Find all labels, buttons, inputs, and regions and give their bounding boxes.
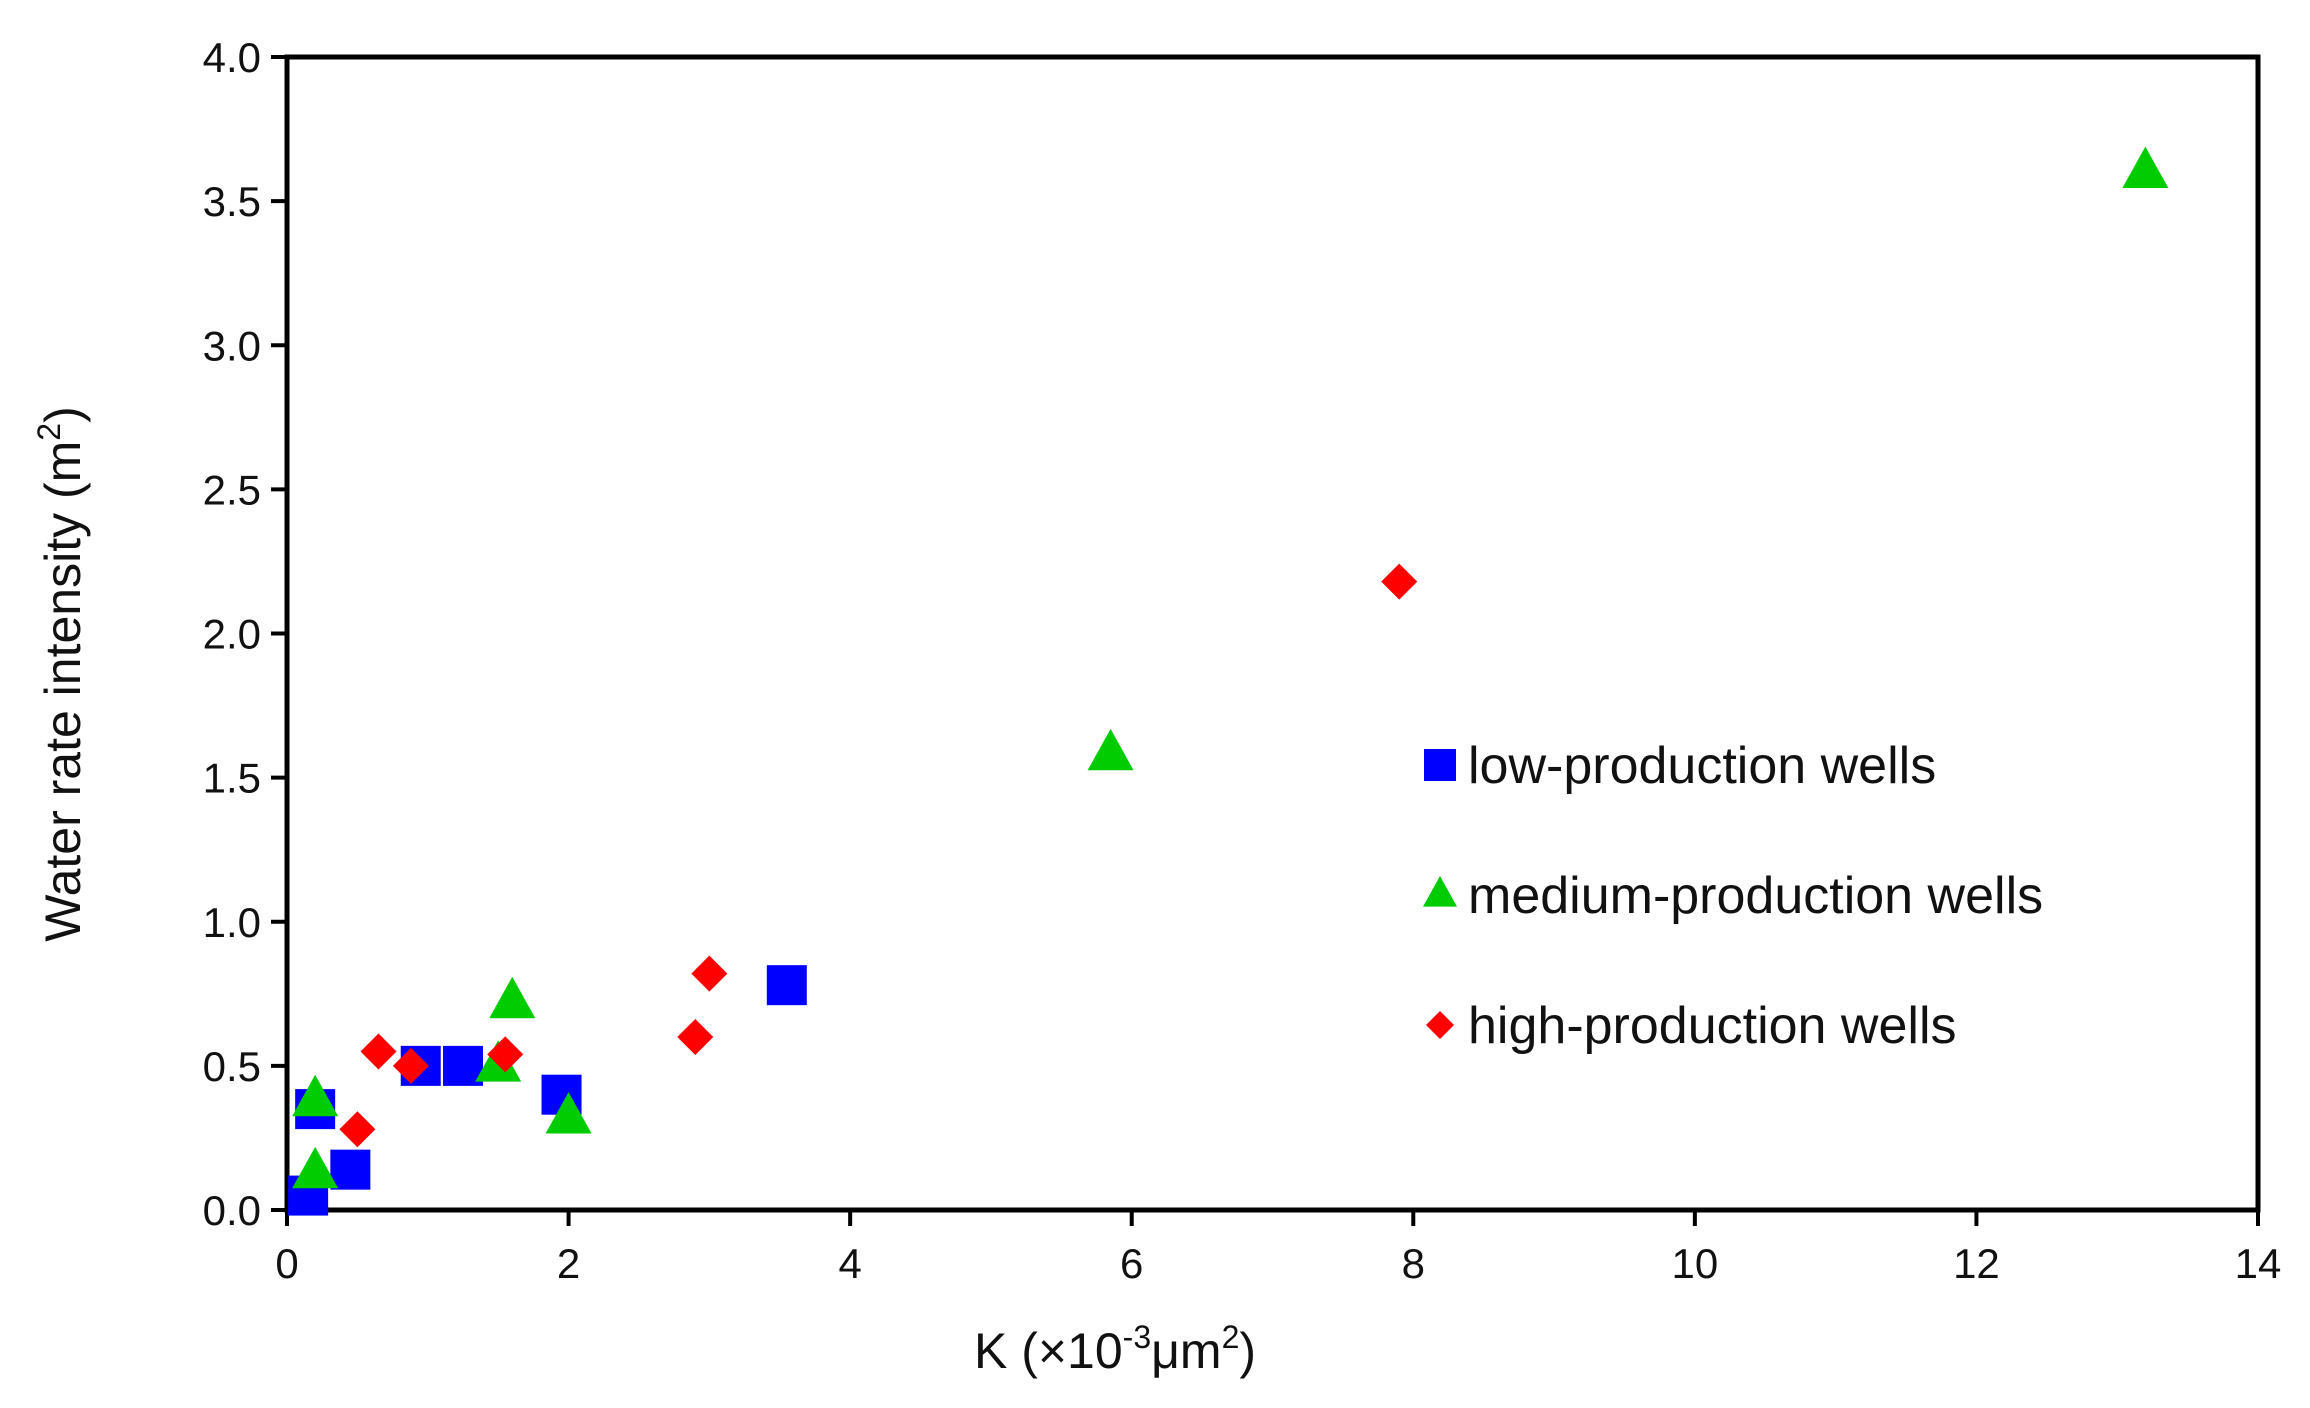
y-tick-label: 0.0	[203, 1187, 261, 1234]
y-tick-label: 1.5	[203, 755, 261, 802]
diamond-point	[691, 955, 728, 992]
diamond-point	[360, 1033, 397, 1070]
y-axis-ticks: 0.0 0.5 1.0 1.5 2.0 2.5 3.0 3.5 4.0	[203, 34, 287, 1234]
series-diamond	[339, 563, 1418, 1148]
x-axis-title: K (×10-3μm2)	[974, 1319, 1256, 1379]
y-tick-label: 2.5	[203, 466, 261, 513]
y-tick-label: 3.0	[203, 322, 261, 369]
x-tick-label: 10	[1671, 1240, 1718, 1287]
x-tick-label: 6	[1120, 1240, 1143, 1287]
y-tick-label: 3.5	[203, 178, 261, 225]
diamond-point	[339, 1111, 376, 1148]
legend-label: medium-production wells	[1468, 867, 2043, 925]
legend-square-marker	[1424, 749, 1456, 781]
square-point	[330, 1149, 371, 1190]
legend-label: low-production wells	[1468, 737, 1936, 795]
triangle-point	[545, 1092, 592, 1134]
x-tick-label: 12	[1953, 1240, 2000, 1287]
triangle-point	[292, 1146, 339, 1189]
diamond-point	[487, 1036, 524, 1073]
legend-item: high-production wells	[1426, 997, 1957, 1055]
y-tick-label: 0.5	[203, 1043, 261, 1090]
diamond-point	[677, 1019, 714, 1056]
triangle-point	[292, 1074, 339, 1117]
x-tick-label: 2	[557, 1240, 580, 1287]
x-tick-label: 14	[2235, 1240, 2282, 1287]
x-axis-ticks: 0 2 4 6 8 10 12 14	[275, 1210, 2281, 1287]
square-point	[766, 965, 807, 1006]
square-point	[442, 1045, 483, 1086]
y-tick-label: 4.0	[203, 34, 261, 81]
plot-area-frame	[284, 54, 2261, 1213]
x-tick-label: 4	[838, 1240, 861, 1287]
triangle-point	[1087, 728, 1134, 771]
y-tick-label: 2.0	[203, 611, 261, 658]
y-tick-label: 1.0	[203, 899, 261, 946]
data-points	[288, 146, 2169, 1216]
legend-item: low-production wells	[1424, 737, 1936, 795]
legend-label: high-production wells	[1468, 997, 1957, 1055]
legend-item: medium-production wells	[1423, 867, 2043, 925]
y-axis-title: Water rate intensity (m2)	[31, 406, 91, 942]
legend-diamond-marker	[1426, 1011, 1454, 1039]
legend: low-production wells medium-production we…	[1423, 737, 2043, 1055]
diamond-point	[1381, 563, 1418, 600]
series-triangle	[292, 146, 2169, 1189]
x-tick-label: 8	[1402, 1240, 1425, 1287]
x-tick-label: 0	[275, 1240, 298, 1287]
legend-triangle-marker	[1423, 876, 1457, 907]
triangle-point	[489, 976, 536, 1019]
triangle-point	[2122, 146, 2169, 189]
diamond-point	[392, 1047, 429, 1084]
